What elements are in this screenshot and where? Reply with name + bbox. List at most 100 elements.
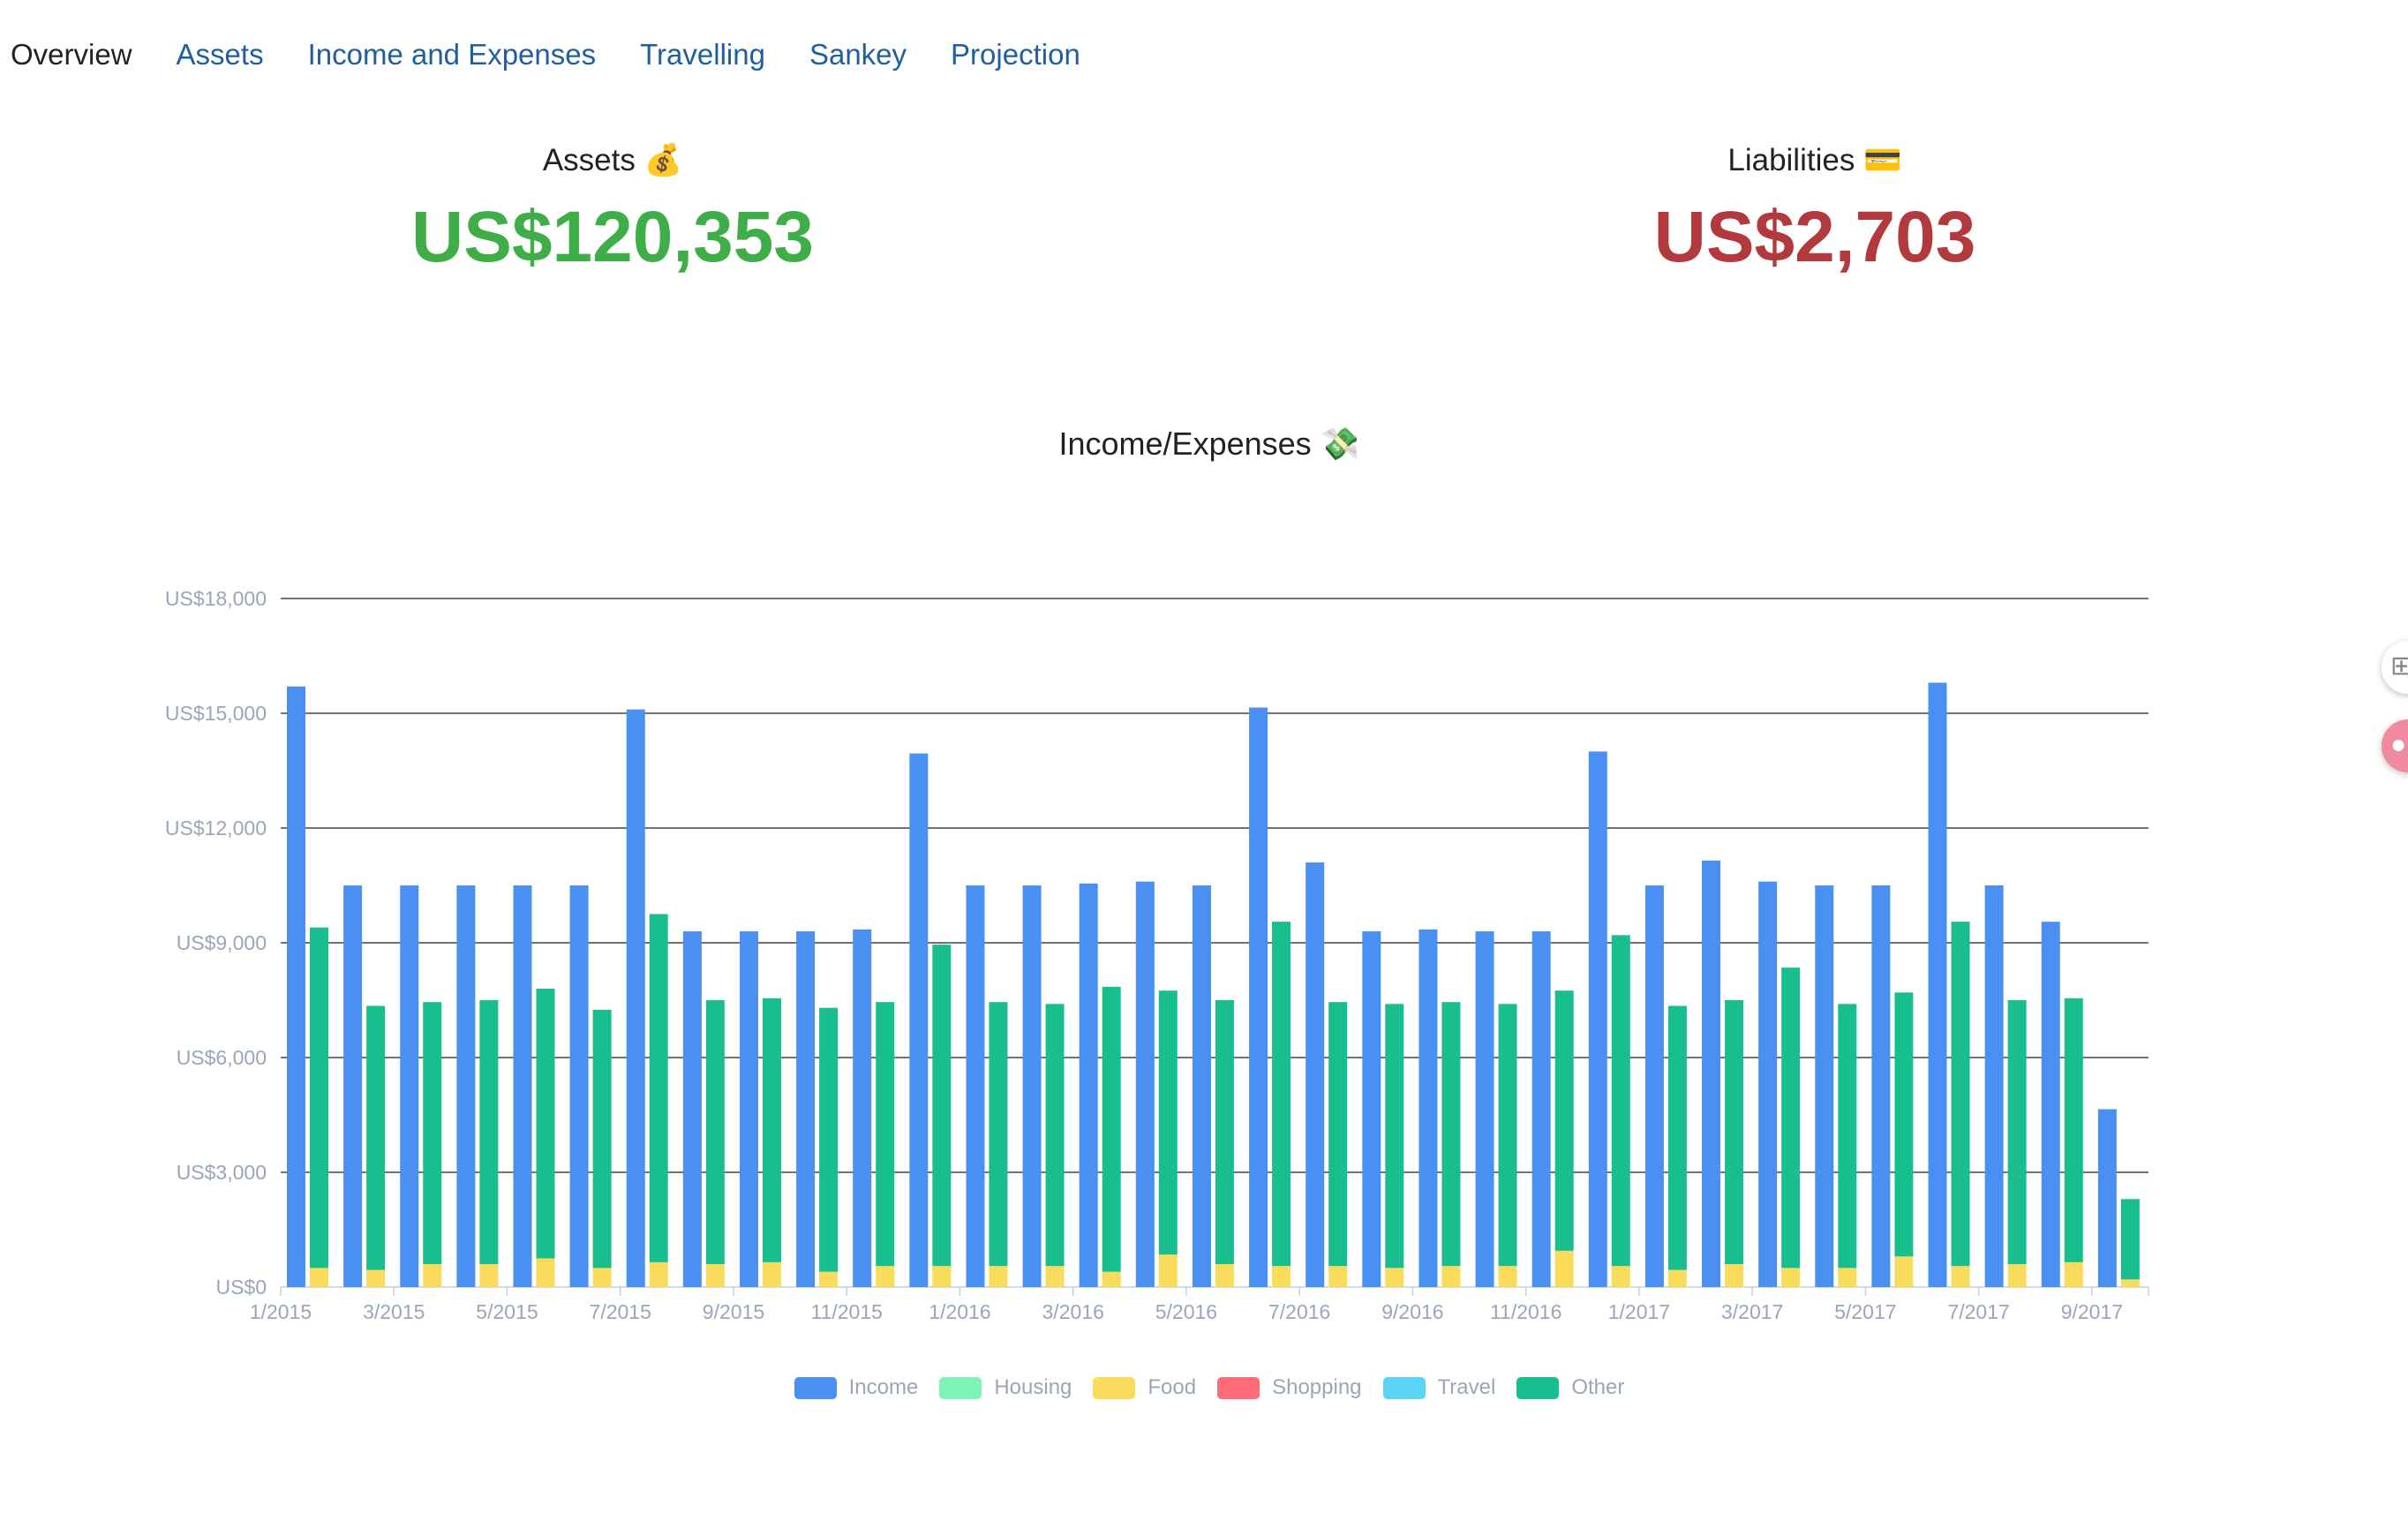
food-bar[interactable] xyxy=(1951,1266,1970,1287)
food-bar[interactable] xyxy=(1385,1268,1404,1287)
other-bar[interactable] xyxy=(423,1002,442,1264)
other-bar[interactable] xyxy=(2120,1199,2140,1280)
other-bar[interactable] xyxy=(1894,992,1914,1257)
food-bar[interactable] xyxy=(1272,1266,1291,1287)
income-bar[interactable] xyxy=(2041,922,2060,1287)
other-bar[interactable] xyxy=(705,1000,725,1264)
other-bar[interactable] xyxy=(819,1007,839,1272)
legend-item-shopping[interactable]: Shopping xyxy=(1217,1375,1362,1400)
other-bar[interactable] xyxy=(536,989,555,1259)
income-bar[interactable] xyxy=(343,885,363,1287)
income-bar[interactable] xyxy=(1135,881,1155,1287)
other-bar[interactable] xyxy=(1781,968,1801,1269)
income-bar[interactable] xyxy=(1022,885,1042,1287)
food-bar[interactable] xyxy=(2064,1261,2083,1287)
income-bar[interactable] xyxy=(1928,682,1947,1287)
income-bar[interactable] xyxy=(739,931,758,1287)
income-bar[interactable] xyxy=(853,929,872,1287)
nav-projection[interactable]: Projection xyxy=(951,38,1080,71)
income-bar[interactable] xyxy=(569,885,589,1287)
other-bar[interactable] xyxy=(310,927,328,1269)
income-bar[interactable] xyxy=(287,686,305,1287)
nav-overview[interactable]: Overview xyxy=(11,38,132,71)
other-bar[interactable] xyxy=(1045,1004,1065,1267)
income-bar[interactable] xyxy=(1644,885,1664,1287)
income-bar[interactable] xyxy=(1475,931,1494,1287)
food-bar[interactable] xyxy=(932,1266,952,1287)
income-bar[interactable] xyxy=(1588,751,1607,1287)
food-bar[interactable] xyxy=(705,1264,725,1287)
legend-item-housing[interactable]: Housing xyxy=(939,1375,1072,1400)
income-bar[interactable] xyxy=(1418,929,1438,1287)
other-bar[interactable] xyxy=(1102,986,1121,1272)
income-bar[interactable] xyxy=(1362,931,1381,1287)
food-bar[interactable] xyxy=(1158,1254,1178,1287)
nav-sankey[interactable]: Sankey xyxy=(809,38,907,71)
legend-item-other[interactable]: Other xyxy=(1516,1375,1624,1400)
other-bar[interactable] xyxy=(762,998,781,1262)
food-bar[interactable] xyxy=(423,1264,442,1287)
income-bar[interactable] xyxy=(682,931,702,1287)
other-bar[interactable] xyxy=(1725,1000,1744,1264)
legend-item-food[interactable]: Food xyxy=(1093,1375,1196,1400)
other-bar[interactable] xyxy=(989,1002,1008,1267)
food-bar[interactable] xyxy=(592,1268,612,1287)
food-bar[interactable] xyxy=(1667,1269,1687,1288)
other-bar[interactable] xyxy=(2007,1000,2027,1264)
other-bar[interactable] xyxy=(1951,922,1970,1267)
food-bar[interactable] xyxy=(1328,1266,1348,1287)
food-bar[interactable] xyxy=(479,1264,499,1287)
other-bar[interactable] xyxy=(592,1009,612,1269)
food-bar[interactable] xyxy=(310,1268,328,1287)
food-bar[interactable] xyxy=(1215,1264,1234,1287)
food-bar[interactable] xyxy=(819,1271,839,1287)
income-bar[interactable] xyxy=(2097,1109,2117,1288)
other-bar[interactable] xyxy=(1215,1000,1234,1264)
food-bar[interactable] xyxy=(1554,1250,1574,1287)
other-bar[interactable] xyxy=(1272,922,1291,1267)
food-bar[interactable] xyxy=(2007,1264,2027,1287)
income-bar[interactable] xyxy=(1531,931,1551,1287)
food-bar[interactable] xyxy=(536,1258,555,1288)
food-bar[interactable] xyxy=(649,1261,668,1287)
income-bar[interactable] xyxy=(1249,707,1268,1288)
food-bar[interactable] xyxy=(1045,1266,1065,1287)
other-bar[interactable] xyxy=(1158,990,1178,1255)
nav-income-and-expenses[interactable]: Income and Expenses xyxy=(307,38,597,71)
income-bar[interactable] xyxy=(513,885,532,1287)
other-bar[interactable] xyxy=(479,1000,499,1264)
income-bar[interactable] xyxy=(909,753,929,1288)
other-bar[interactable] xyxy=(649,914,668,1262)
income-bar[interactable] xyxy=(1079,883,1098,1287)
nav-assets[interactable]: Assets xyxy=(176,38,264,71)
other-bar[interactable] xyxy=(2064,998,2083,1262)
food-bar[interactable] xyxy=(762,1261,781,1287)
other-bar[interactable] xyxy=(1441,1002,1461,1267)
other-bar[interactable] xyxy=(1667,1005,1687,1270)
legend-item-travel[interactable]: Travel xyxy=(1382,1375,1495,1400)
income-bar[interactable] xyxy=(1758,881,1778,1287)
other-bar[interactable] xyxy=(1328,1002,1348,1267)
income-bar[interactable] xyxy=(400,885,419,1287)
food-bar[interactable] xyxy=(2120,1279,2140,1287)
food-bar[interactable] xyxy=(1441,1266,1461,1287)
nav-travelling[interactable]: Travelling xyxy=(640,38,765,71)
income-bar[interactable] xyxy=(1984,885,2004,1287)
other-bar[interactable] xyxy=(1554,990,1574,1251)
other-bar[interactable] xyxy=(932,945,952,1267)
other-bar[interactable] xyxy=(1385,1004,1404,1269)
other-bar[interactable] xyxy=(366,1005,386,1270)
income-bar[interactable] xyxy=(1871,885,1891,1287)
income-bar[interactable] xyxy=(456,885,476,1287)
food-bar[interactable] xyxy=(1838,1268,1857,1287)
food-bar[interactable] xyxy=(1894,1256,1914,1287)
other-bar[interactable] xyxy=(1838,1004,1857,1269)
other-bar[interactable] xyxy=(1611,935,1630,1267)
other-bar[interactable] xyxy=(1498,1004,1517,1267)
income-bar[interactable] xyxy=(626,709,645,1287)
food-bar[interactable] xyxy=(1498,1266,1517,1287)
food-bar[interactable] xyxy=(1725,1264,1744,1287)
other-bar[interactable] xyxy=(876,1002,895,1267)
income-bar[interactable] xyxy=(1815,885,1834,1287)
income-bar[interactable] xyxy=(966,885,985,1287)
